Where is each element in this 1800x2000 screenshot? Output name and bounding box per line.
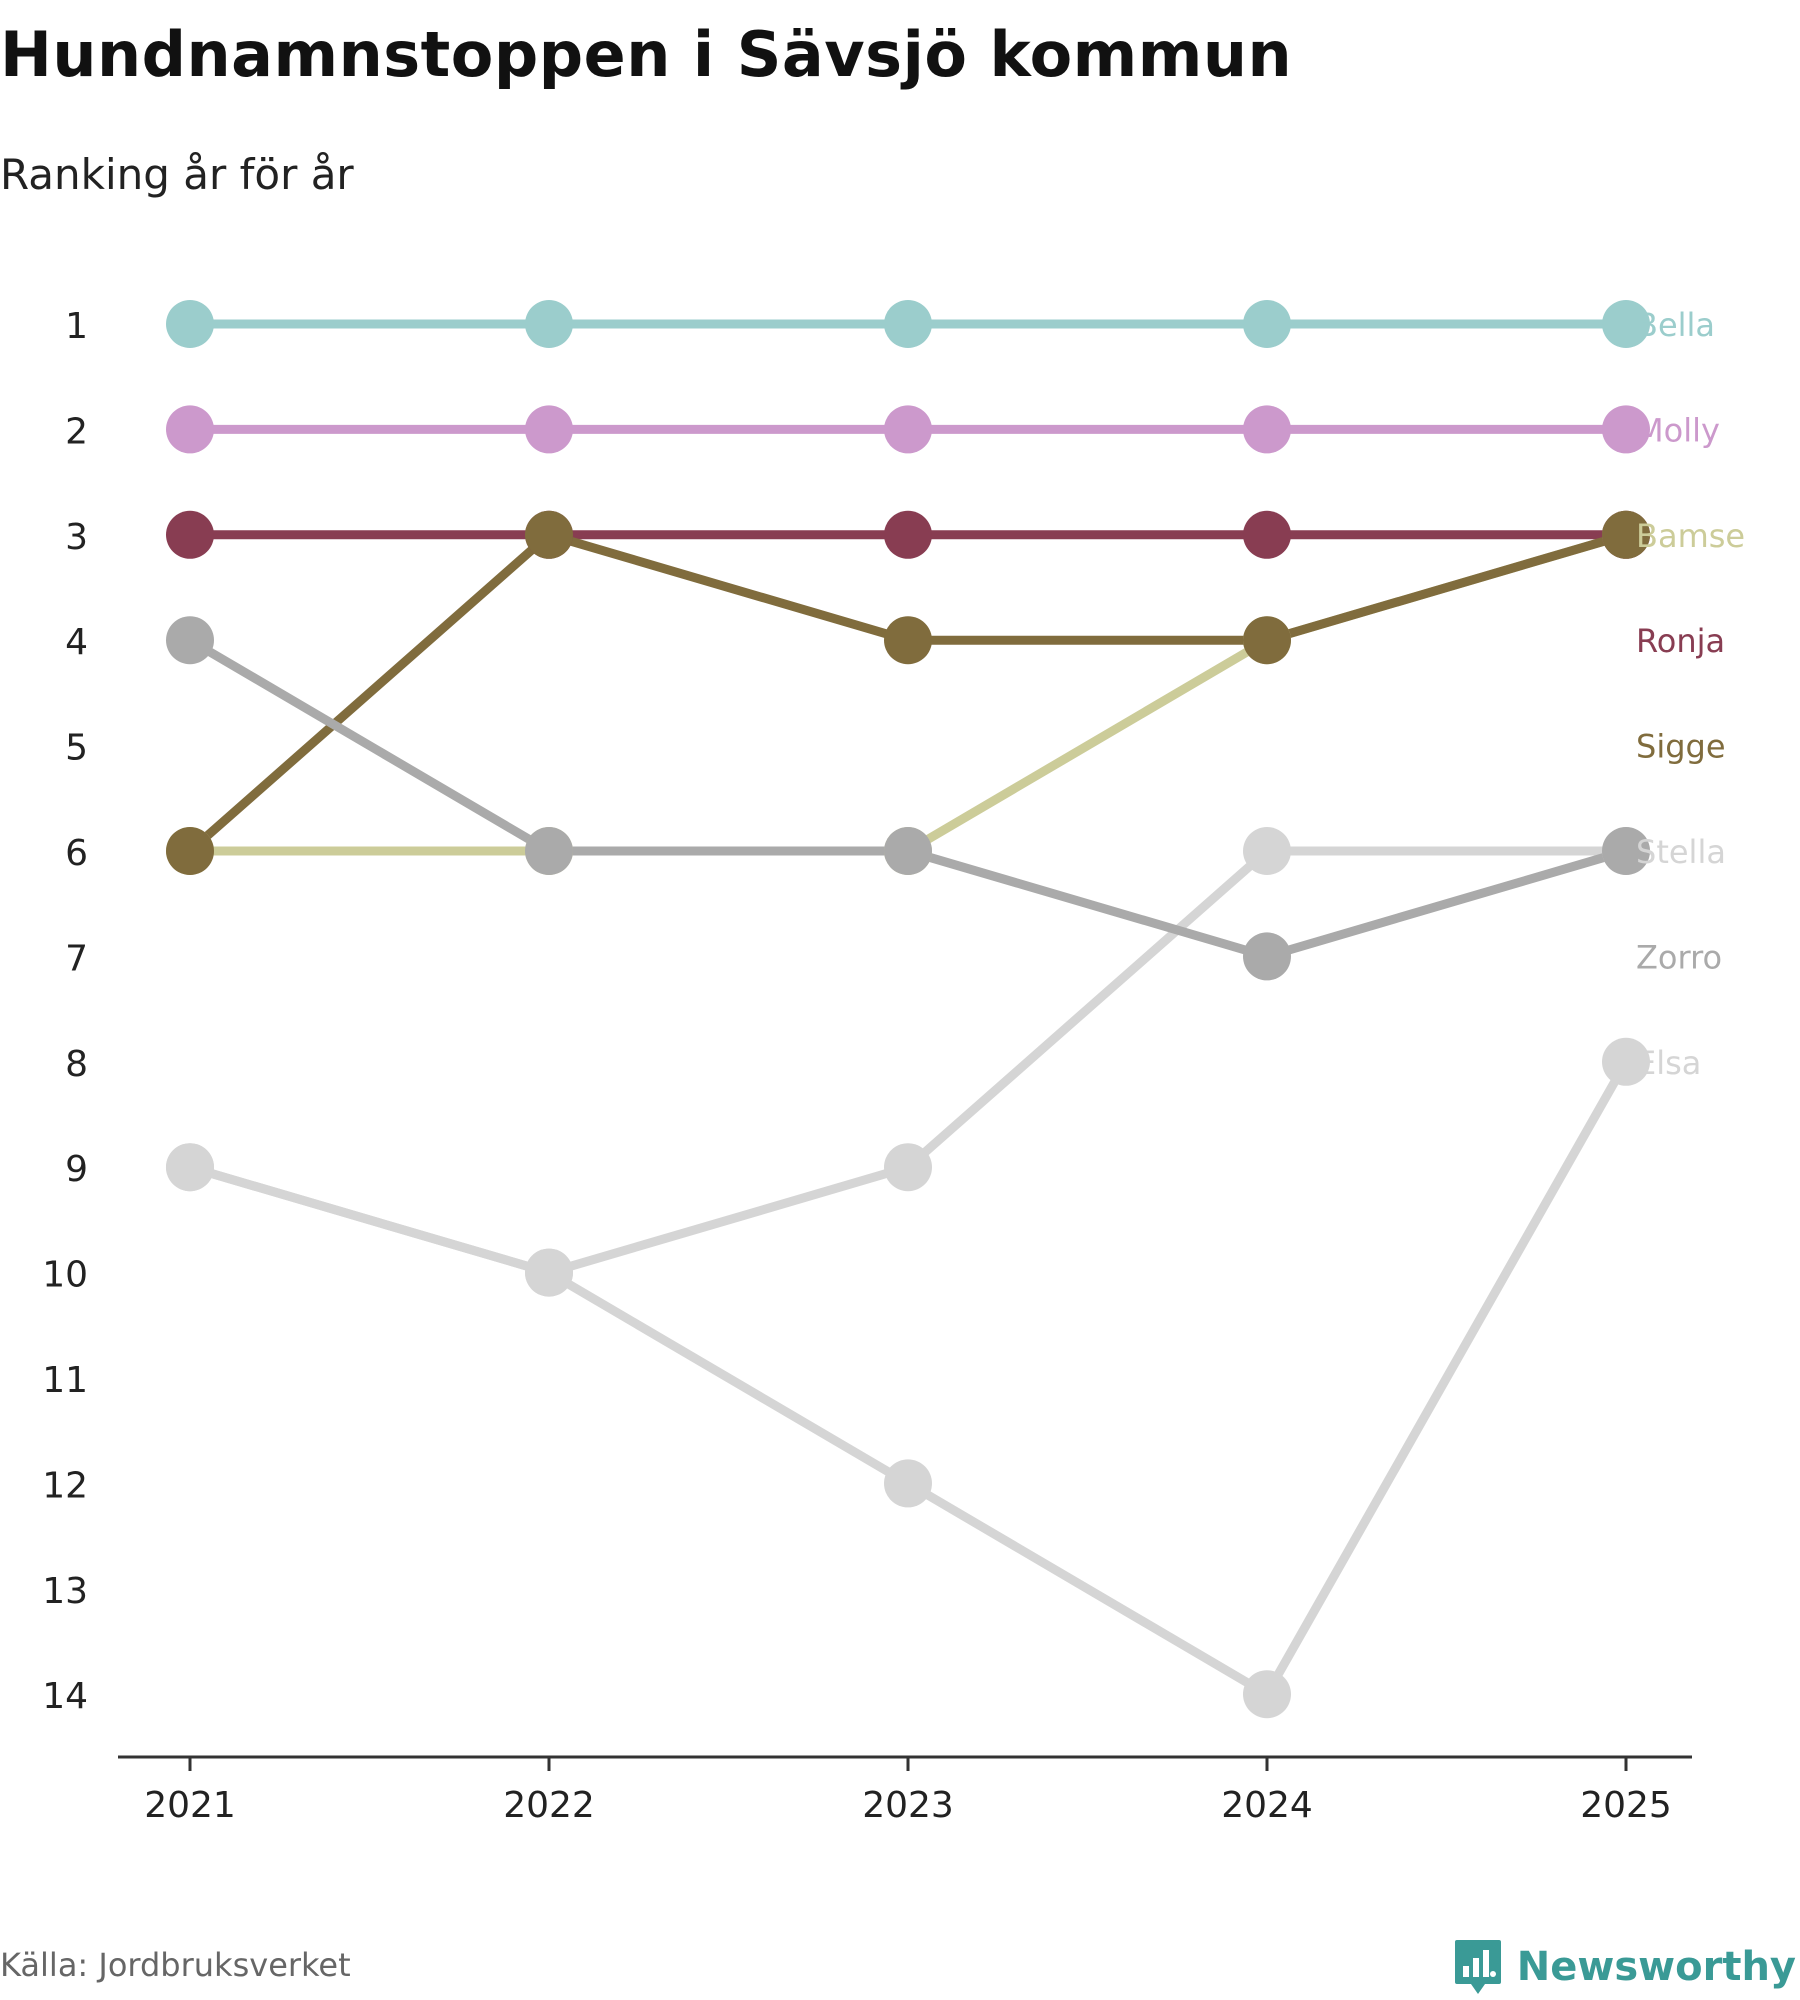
y-tick-label: 6 (65, 833, 88, 874)
series-label-sigge: Sigge (1636, 728, 1726, 766)
series-label-bamse: Bamse (1636, 517, 1745, 555)
y-tick-label: 4 (65, 622, 88, 663)
data-point-sigge-2021 (166, 827, 214, 875)
data-point-bella-2022 (525, 300, 573, 348)
data-point-elsa-2024 (1243, 1670, 1291, 1719)
data-point-bella-2024 (1243, 300, 1291, 348)
x-tick-label: 2021 (144, 1785, 236, 1826)
chart-subtitle: Ranking år för år (0, 150, 354, 199)
series-line-zorro (185, 635, 1631, 961)
data-point-molly-2024 (1243, 405, 1291, 454)
y-tick-label: 2 (65, 411, 88, 452)
data-point-ronja-2021 (166, 510, 214, 559)
data-point-bella-2023 (884, 300, 932, 348)
data-point-molly-2021 (166, 405, 214, 454)
data-point-molly-2025 (1602, 405, 1650, 454)
series-line-sigge (185, 530, 1631, 856)
y-tick-label: 7 (65, 938, 88, 979)
x-tick-label: 2024 (1221, 1785, 1313, 1826)
series-points (166, 300, 1650, 1719)
data-point-bella-2025 (1602, 300, 1650, 348)
y-tick-label: 14 (42, 1676, 88, 1717)
data-point-sigge-2024 (1243, 616, 1291, 665)
bar-chart-speech-bubble-icon (1454, 1940, 1501, 1994)
data-point-zorro-2024 (1243, 932, 1291, 981)
data-point-zorro-2025 (1602, 827, 1650, 875)
series-label-elsa: Elsa (1636, 1044, 1701, 1082)
series-labels: Bella Molly Bamse Ronja Sigge Stella Zorro Elsa (1636, 306, 1745, 1082)
series-line-bamse (185, 530, 1631, 856)
data-point-stella-2024 (1243, 827, 1291, 875)
series-label-molly: Molly (1636, 411, 1720, 449)
y-tick-label: 9 (65, 1149, 88, 1190)
data-point-elsa-2021 (166, 1143, 214, 1192)
y-tick-label: 10 (42, 1255, 88, 1296)
series-label-bella: Bella (1636, 306, 1715, 344)
data-point-zorro-2023 (884, 827, 932, 875)
data-point-sigge-2022 (525, 510, 573, 559)
source-note: Källa: Jordbruksverket (0, 1946, 351, 1984)
series-label-stella: Stella (1636, 833, 1726, 871)
brand-name: Newsworthy (1516, 1944, 1796, 1990)
chart-title: Hundnamnstoppen i Sävsjö kommun (0, 18, 1293, 91)
data-point-elsa-2023 (884, 1459, 932, 1508)
data-point-bella-2021 (166, 300, 214, 348)
y-tick-label: 11 (42, 1360, 88, 1401)
y-tick-label: 3 (65, 517, 88, 558)
data-point-zorro-2021 (166, 616, 214, 665)
data-point-elsa-2025 (1602, 1037, 1650, 1086)
y-tick-label: 12 (42, 1465, 88, 1506)
data-point-sigge-2025 (1602, 510, 1650, 559)
y-tick-label: 8 (65, 1044, 88, 1085)
y-tick-label: 5 (65, 728, 88, 769)
brand-logo[interactable]: Newsworthy (1453, 1938, 1796, 1996)
y-tick-label: 13 (42, 1571, 88, 1612)
x-tick-label: 2023 (862, 1785, 954, 1826)
data-point-stella-2023 (884, 1143, 932, 1192)
x-tick-label: 2022 (503, 1785, 595, 1826)
data-point-sigge-2023 (884, 616, 932, 665)
x-tick-label: 2025 (1580, 1785, 1672, 1826)
data-point-ronja-2023 (884, 510, 932, 559)
series-label-zorro: Zorro (1636, 938, 1722, 976)
data-point-elsa-2022 (525, 1248, 573, 1297)
data-point-zorro-2022 (525, 827, 573, 875)
data-point-ronja-2024 (1243, 510, 1291, 559)
data-point-molly-2023 (884, 405, 932, 454)
data-point-molly-2022 (525, 405, 573, 454)
y-tick-label: 1 (65, 306, 88, 347)
series-label-ronja: Ronja (1636, 622, 1725, 660)
